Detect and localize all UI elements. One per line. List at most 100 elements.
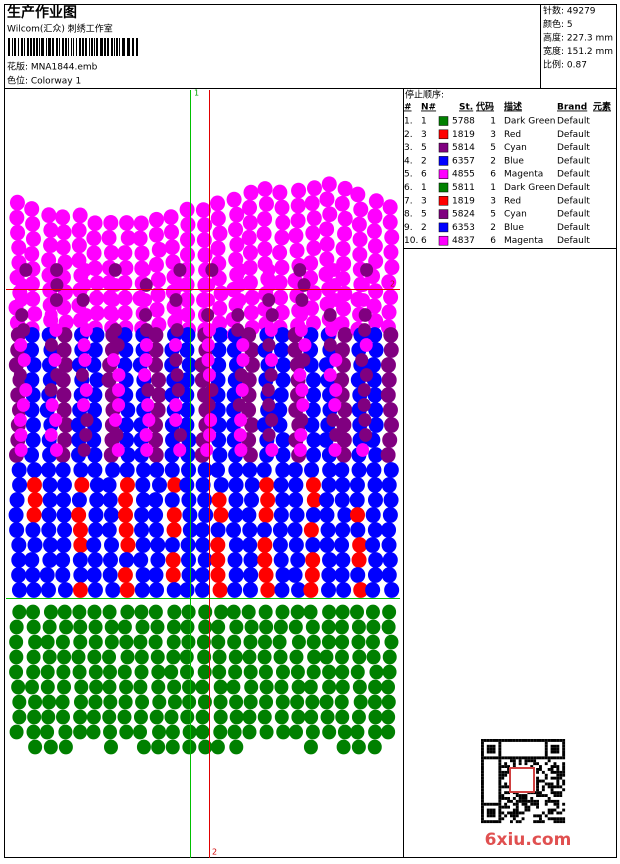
bead — [326, 413, 340, 427]
bead — [349, 477, 365, 493]
qr-cell — [515, 814, 519, 818]
bead — [382, 402, 398, 418]
bar — [14, 38, 16, 56]
bead — [334, 537, 350, 553]
qr-cell — [489, 747, 493, 751]
qr-cell — [524, 799, 528, 803]
qr-cell — [562, 802, 566, 806]
qr-cell — [559, 756, 563, 760]
swatch — [438, 222, 449, 233]
qr-cell — [536, 788, 539, 792]
cell: Dark Green — [504, 183, 555, 193]
qr-cell — [524, 805, 528, 809]
bar — [62, 38, 64, 56]
cell: 2 — [490, 223, 496, 233]
bead — [41, 709, 56, 725]
bead — [170, 368, 184, 382]
bead — [41, 252, 57, 269]
bead — [305, 552, 321, 568]
bead — [263, 278, 277, 292]
bead — [275, 372, 291, 388]
qr-cell — [553, 776, 557, 780]
bead — [49, 443, 63, 457]
qr-cell — [512, 814, 516, 818]
qr-cell — [510, 820, 513, 824]
bead — [42, 477, 58, 493]
bead — [112, 368, 126, 382]
bead — [77, 398, 91, 412]
bead — [118, 260, 134, 276]
bead — [27, 306, 43, 322]
swatch — [438, 182, 449, 193]
bead — [358, 308, 372, 322]
qr-cell — [501, 756, 505, 760]
bead — [41, 522, 57, 538]
qr-cell — [512, 765, 516, 768]
bead — [58, 417, 74, 433]
bead — [201, 353, 215, 367]
bead — [9, 619, 24, 635]
bar — [39, 38, 40, 56]
bead — [213, 327, 229, 343]
qr-cell — [481, 797, 484, 800]
bead — [180, 327, 196, 343]
bead — [290, 604, 305, 620]
bead — [291, 582, 307, 598]
qr-cell — [498, 759, 502, 763]
cell: 1 — [490, 183, 496, 193]
qr-cell — [481, 802, 484, 806]
bead — [289, 724, 304, 740]
swatch — [438, 169, 449, 179]
bead — [381, 709, 396, 725]
qr-cell — [518, 797, 522, 800]
bead — [138, 368, 152, 382]
bead — [293, 368, 307, 382]
qr-cell — [530, 739, 534, 742]
bead — [383, 327, 399, 343]
bead — [355, 353, 369, 367]
qr-cell — [507, 799, 510, 803]
bead — [117, 567, 133, 583]
bead — [212, 582, 228, 598]
bead — [242, 582, 258, 598]
bead — [112, 383, 126, 397]
bead — [42, 492, 58, 508]
bead — [109, 278, 123, 292]
bead — [117, 709, 132, 725]
bar — [136, 38, 138, 56]
bead — [381, 567, 397, 583]
bead — [57, 604, 72, 620]
cell: 7. — [404, 196, 413, 206]
bead — [56, 402, 72, 418]
qr-cell — [481, 762, 484, 766]
bead — [179, 582, 195, 598]
bead — [148, 507, 164, 523]
bead — [50, 368, 64, 382]
bead — [295, 383, 309, 397]
bead — [86, 245, 102, 262]
qr-cell — [507, 739, 510, 742]
bead — [287, 522, 303, 538]
bead — [275, 694, 290, 710]
bead — [164, 709, 179, 725]
bead — [212, 300, 228, 317]
bead — [352, 537, 368, 553]
bead — [383, 462, 399, 478]
swatch — [438, 196, 449, 206]
bead — [26, 582, 42, 598]
bead — [265, 413, 279, 427]
bead — [274, 199, 290, 216]
qr-cell — [556, 776, 560, 780]
bead — [42, 619, 57, 635]
bead — [28, 739, 43, 755]
cell: 5824 — [452, 210, 475, 220]
qr-cell — [527, 799, 531, 803]
bead — [262, 293, 276, 307]
qr-cell — [536, 768, 539, 771]
qr-cell — [541, 770, 545, 774]
bead — [259, 694, 274, 710]
bead — [291, 634, 306, 650]
bead — [88, 619, 103, 635]
bead — [41, 462, 57, 478]
bead — [365, 357, 381, 373]
